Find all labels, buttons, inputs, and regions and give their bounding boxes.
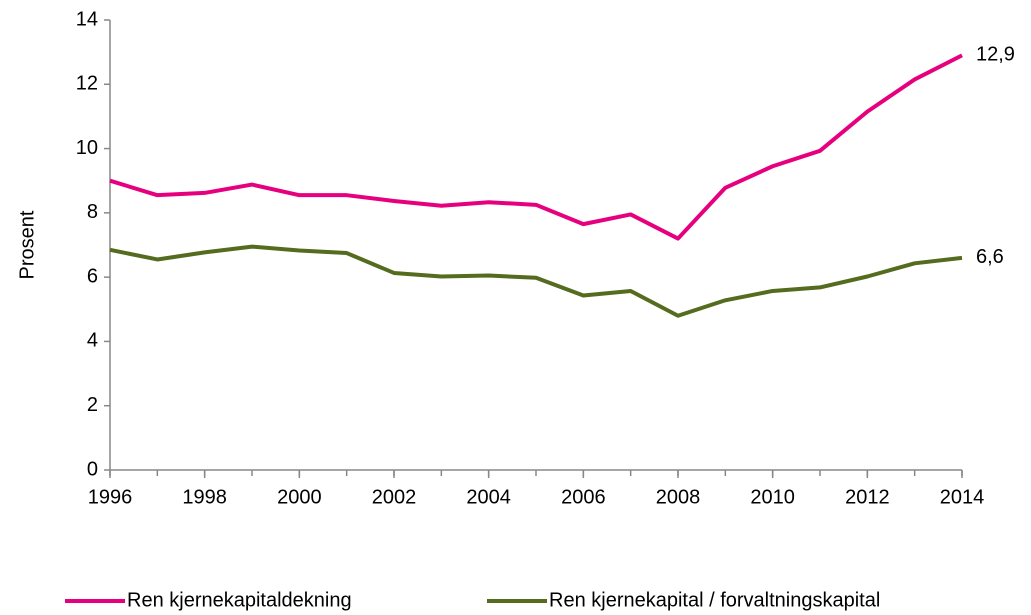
y-tick-label: 12 bbox=[76, 73, 98, 95]
x-tick-label: 2004 bbox=[466, 486, 511, 508]
legend-label: Ren kjernekapital / forvaltningskapital bbox=[549, 589, 880, 611]
x-tick-label: 1996 bbox=[88, 486, 133, 508]
y-tick-label: 0 bbox=[87, 458, 98, 480]
y-tick-label: 8 bbox=[87, 201, 98, 223]
x-tick-label: 2008 bbox=[656, 486, 701, 508]
y-tick-label: 6 bbox=[87, 265, 98, 287]
y-tick-label: 14 bbox=[76, 8, 98, 30]
x-tick-label: 2006 bbox=[561, 486, 606, 508]
x-tick-label: 2010 bbox=[750, 486, 795, 508]
x-tick-label: 2014 bbox=[940, 486, 985, 508]
x-tick-label: 2000 bbox=[277, 486, 322, 508]
legend-label: Ren kjernekapitaldekning bbox=[127, 589, 352, 611]
data-label: 12,9 bbox=[976, 44, 1015, 66]
data-label: 6,6 bbox=[976, 246, 1004, 268]
series-line bbox=[109, 53, 963, 241]
y-tick-label: 4 bbox=[87, 330, 98, 352]
x-tick-label: 2012 bbox=[845, 486, 890, 508]
x-tick-label: 1998 bbox=[182, 486, 227, 508]
x-tick-label: 2002 bbox=[372, 486, 417, 508]
y-tick-label: 2 bbox=[87, 394, 98, 416]
series-line bbox=[109, 244, 963, 318]
y-tick-label: 10 bbox=[76, 137, 98, 159]
y-axis-label: Prosent bbox=[16, 210, 38, 279]
